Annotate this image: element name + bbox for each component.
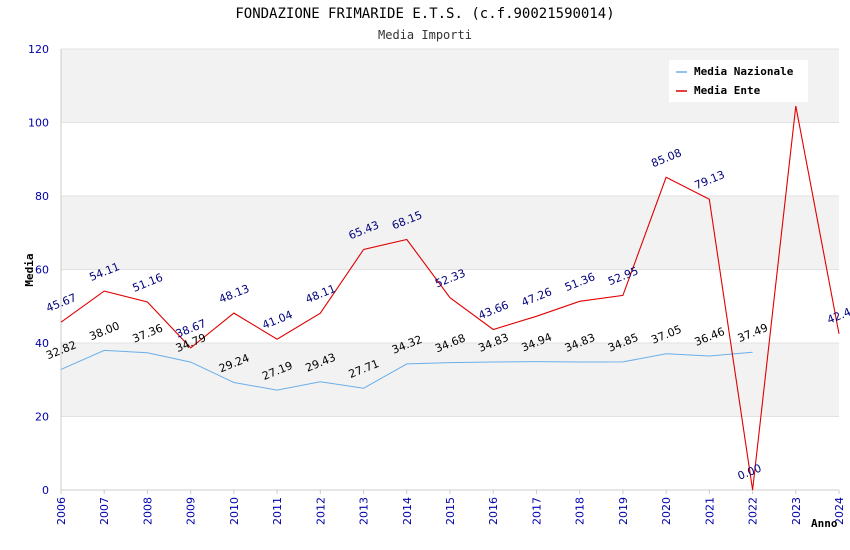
grid-bands: [61, 49, 839, 417]
x-tick-label: 2012: [314, 497, 327, 525]
y-tick-label: 60: [35, 264, 49, 277]
y-tick-label: 100: [28, 117, 49, 130]
x-tick-label: 2009: [185, 497, 198, 525]
legend: Media Nazionale Media Ente: [669, 60, 808, 102]
x-tick-label: 2013: [358, 497, 371, 525]
x-tick-label: 2017: [530, 497, 543, 525]
data-label: 38.00: [87, 319, 121, 343]
data-label: 52.33: [433, 267, 467, 291]
data-label: 85.08: [649, 146, 683, 170]
data-label: 42.49: [825, 303, 850, 327]
data-label: 48.11: [304, 282, 338, 306]
series-line-media-ente: [60, 105, 840, 491]
chart-subtitle: Media Importi: [378, 28, 472, 42]
y-tick-label: 80: [35, 190, 49, 203]
data-label: 48.13: [217, 282, 251, 306]
data-label: 47.26: [520, 285, 554, 309]
y-tick-label: 40: [35, 337, 49, 350]
series-lines: [60, 105, 840, 491]
x-tick-label: 2010: [228, 497, 241, 525]
y-tick-label: 20: [35, 411, 49, 424]
grid-band: [61, 343, 839, 417]
x-tick-label: 2022: [747, 497, 760, 525]
data-label: 51.16: [131, 271, 165, 295]
x-tick-label: 2018: [574, 497, 587, 525]
x-tick-label: 2014: [401, 497, 414, 525]
x-tick-label: 2008: [141, 497, 154, 525]
grid-band: [61, 196, 839, 270]
data-label: 43.66: [476, 298, 510, 322]
legend-label-media-nazionale: Media Nazionale: [694, 65, 794, 78]
series-line-media-nazionale: [60, 349, 753, 391]
x-tick-label: 2024: [833, 497, 846, 525]
x-tick-label: 2021: [703, 497, 716, 525]
chart-title: FONDAZIONE FRIMARIDE E.T.S. (c.f.9002159…: [235, 6, 614, 22]
x-tick-label: 2020: [660, 497, 673, 525]
x-tick-labels: 2006 2007 2008 2009 2010 2011 2012 2013 2014 2015…: [55, 497, 846, 525]
data-label: 0.00: [736, 462, 764, 483]
x-tick-label: 2019: [617, 497, 630, 525]
axes: [60, 49, 840, 494]
data-label: 41.04: [260, 308, 294, 332]
data-label: 79.13: [693, 168, 727, 192]
legend-label-media-ente: Media Ente: [694, 84, 761, 97]
y-axis-label: Media: [23, 253, 36, 286]
y-tick-labels: 0 20 40 60 80 100 120: [28, 43, 49, 497]
data-label: 37.36: [131, 322, 165, 346]
x-tick-label: 2006: [55, 497, 68, 525]
x-tick-label: 2011: [271, 497, 284, 525]
x-tick-label: 2015: [444, 497, 457, 525]
y-tick-label: 0: [42, 484, 49, 497]
x-tick-label: 2007: [98, 497, 111, 525]
x-axis-label: Anno: [811, 517, 838, 530]
y-tick-label: 120: [28, 43, 49, 56]
x-tick-label: 2016: [487, 497, 500, 525]
data-label: 51.36: [563, 270, 597, 294]
x-tick-label: 2023: [790, 497, 803, 525]
data-label: 37.49: [736, 321, 770, 345]
